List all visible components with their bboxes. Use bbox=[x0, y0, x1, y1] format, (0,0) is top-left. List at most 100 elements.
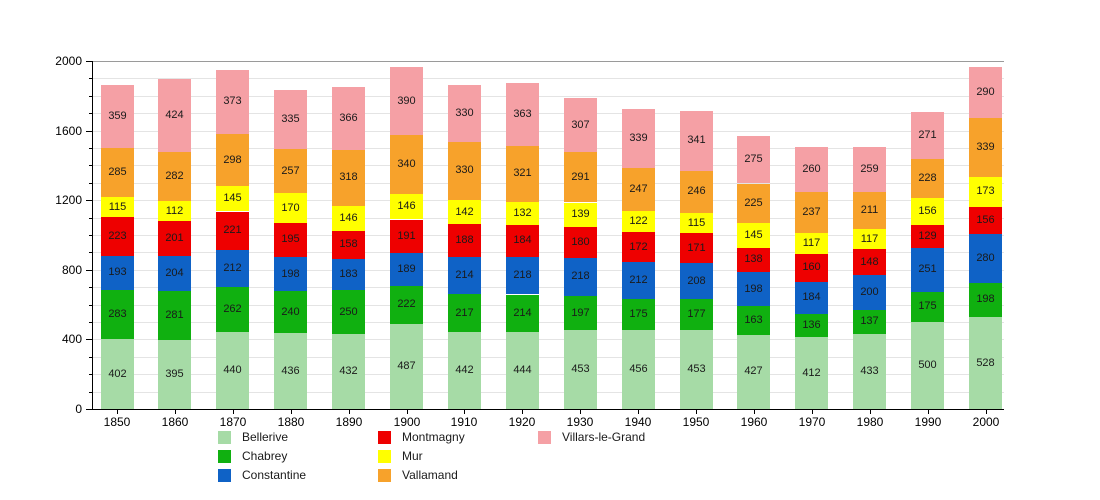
x-axis-tick bbox=[812, 410, 813, 414]
y-axis-tick bbox=[86, 131, 92, 132]
x-axis-tick bbox=[117, 410, 118, 414]
bar-segment-montmagny-1990: 129 bbox=[911, 225, 944, 248]
segment-value-label: 112 bbox=[165, 204, 184, 217]
bar-segment-mur-1900: 146 bbox=[390, 194, 423, 220]
bar-segment-chabrey-1900: 222 bbox=[390, 285, 423, 325]
segment-value-label: 453 bbox=[571, 363, 590, 376]
bar-segment-villars-le-grand-1970: 260 bbox=[795, 147, 828, 193]
bar-segment-constantine-1990: 251 bbox=[911, 247, 944, 292]
segment-value-label: 412 bbox=[802, 366, 821, 379]
segment-value-label: 156 bbox=[976, 213, 995, 226]
segment-value-label: 280 bbox=[976, 251, 995, 264]
x-axis-tick-label: 1930 bbox=[566, 415, 594, 429]
bar-segment-villars-le-grand-1950: 341 bbox=[680, 111, 713, 171]
bar-segment-villars-le-grand-1980: 259 bbox=[853, 147, 886, 193]
bar-segment-mur-1960: 145 bbox=[737, 222, 770, 248]
bar-segment-constantine-1920: 218 bbox=[506, 256, 539, 295]
bar-segment-constantine-1950: 208 bbox=[680, 263, 713, 300]
segment-value-label: 259 bbox=[860, 163, 879, 176]
segment-value-label: 442 bbox=[455, 364, 474, 377]
segment-value-label: 136 bbox=[802, 318, 821, 331]
bar-segment-chabrey-1870: 262 bbox=[216, 286, 249, 333]
gridline bbox=[93, 113, 1004, 114]
segment-value-label: 500 bbox=[918, 359, 937, 371]
bar-segment-vallamand-1910: 330 bbox=[448, 142, 481, 200]
bar-segment-villars-le-grand-1900: 390 bbox=[390, 67, 423, 135]
bar-segment-bellerive-1870: 440 bbox=[216, 332, 249, 409]
bar-segment-vallamand-1950: 246 bbox=[680, 170, 713, 214]
segment-value-label: 115 bbox=[687, 216, 706, 229]
segment-value-label: 184 bbox=[513, 234, 532, 247]
bar-segment-villars-le-grand-1850: 359 bbox=[101, 85, 134, 148]
segment-value-label: 260 bbox=[802, 163, 821, 176]
y-axis-tick bbox=[89, 165, 92, 166]
x-axis-tick-label: 2000 bbox=[972, 415, 1000, 429]
gridline bbox=[93, 252, 1004, 253]
bar-segment-bellerive-1980: 433 bbox=[853, 333, 886, 409]
bar-segment-vallamand-1890: 318 bbox=[332, 150, 365, 206]
segment-value-label: 432 bbox=[339, 364, 358, 377]
x-axis-tick-label: 1880 bbox=[277, 415, 305, 429]
bar-segment-chabrey-1950: 177 bbox=[680, 299, 713, 331]
segment-value-label: 373 bbox=[223, 95, 242, 108]
segment-value-label: 251 bbox=[918, 263, 937, 276]
legend-swatch-constantine bbox=[218, 469, 231, 482]
gridline bbox=[93, 78, 1004, 79]
bar-segment-montmagny-1950: 171 bbox=[680, 233, 713, 264]
bar-segment-vallamand-1960: 225 bbox=[737, 183, 770, 223]
segment-value-label: 225 bbox=[744, 196, 763, 209]
bar-segment-vallamand-2000: 339 bbox=[969, 117, 1002, 177]
gridline bbox=[93, 287, 1004, 288]
segment-value-label: 390 bbox=[397, 94, 416, 107]
segment-value-label: 117 bbox=[860, 232, 879, 245]
segment-value-label: 163 bbox=[744, 313, 763, 326]
gridline bbox=[93, 183, 1004, 184]
segment-value-label: 211 bbox=[860, 204, 879, 217]
segment-value-label: 246 bbox=[687, 185, 706, 198]
bar-segment-mur-1980: 117 bbox=[853, 228, 886, 250]
x-axis-tick bbox=[233, 410, 234, 414]
legend-label-mur: Mur bbox=[402, 449, 423, 463]
y-axis-line bbox=[92, 61, 93, 410]
legend-label-vallamand: Vallamand bbox=[402, 468, 458, 482]
bar-segment-bellerive-1890: 432 bbox=[332, 333, 365, 409]
segment-value-label: 271 bbox=[918, 128, 937, 141]
x-axis-tick-label: 1850 bbox=[103, 415, 131, 429]
segment-value-label: 217 bbox=[455, 306, 474, 319]
segment-value-label: 228 bbox=[918, 171, 937, 184]
bar-segment-chabrey-1980: 137 bbox=[853, 309, 886, 334]
y-axis-tick bbox=[86, 61, 92, 62]
segment-value-label: 189 bbox=[397, 262, 416, 275]
bar-segment-constantine-1960: 198 bbox=[737, 271, 770, 307]
segment-value-label: 395 bbox=[165, 368, 184, 381]
bar-segment-mur-1930: 139 bbox=[564, 202, 597, 227]
bar-segment-vallamand-1940: 247 bbox=[622, 168, 655, 212]
y-axis-tick-label: 800 bbox=[61, 263, 82, 277]
bar-segment-mur-1890: 146 bbox=[332, 205, 365, 231]
segment-value-label: 172 bbox=[629, 240, 648, 253]
segment-value-label: 321 bbox=[513, 167, 532, 180]
segment-value-label: 145 bbox=[744, 228, 763, 241]
bar-segment-montmagny-1960: 138 bbox=[737, 247, 770, 272]
x-axis-tick-label: 1950 bbox=[682, 415, 710, 429]
y-axis-tick-label: 0 bbox=[75, 402, 82, 416]
bar-segment-mur-1850: 115 bbox=[101, 197, 134, 218]
gridline bbox=[93, 148, 1004, 149]
bar-segment-villars-le-grand-1860: 424 bbox=[158, 78, 191, 153]
y-axis-tick bbox=[89, 357, 92, 358]
x-axis-tick bbox=[580, 410, 581, 414]
legend-swatch-vallamand bbox=[378, 469, 391, 482]
bar-segment-constantine-1930: 218 bbox=[564, 258, 597, 296]
y-axis-tick bbox=[89, 183, 92, 184]
segment-value-label: 237 bbox=[802, 206, 821, 219]
segment-value-label: 129 bbox=[918, 230, 937, 243]
bar-segment-bellerive-1920: 444 bbox=[506, 331, 539, 409]
y-axis-tick bbox=[86, 270, 92, 271]
segment-value-label: 440 bbox=[223, 364, 242, 377]
y-axis-tick-label: 2000 bbox=[55, 54, 82, 68]
x-axis-tick bbox=[696, 410, 697, 414]
x-axis-tick-label: 1900 bbox=[393, 415, 421, 429]
gridline bbox=[93, 200, 1004, 201]
y-axis-tick-label: 400 bbox=[61, 332, 82, 346]
x-axis-tick-label: 1910 bbox=[450, 415, 478, 429]
